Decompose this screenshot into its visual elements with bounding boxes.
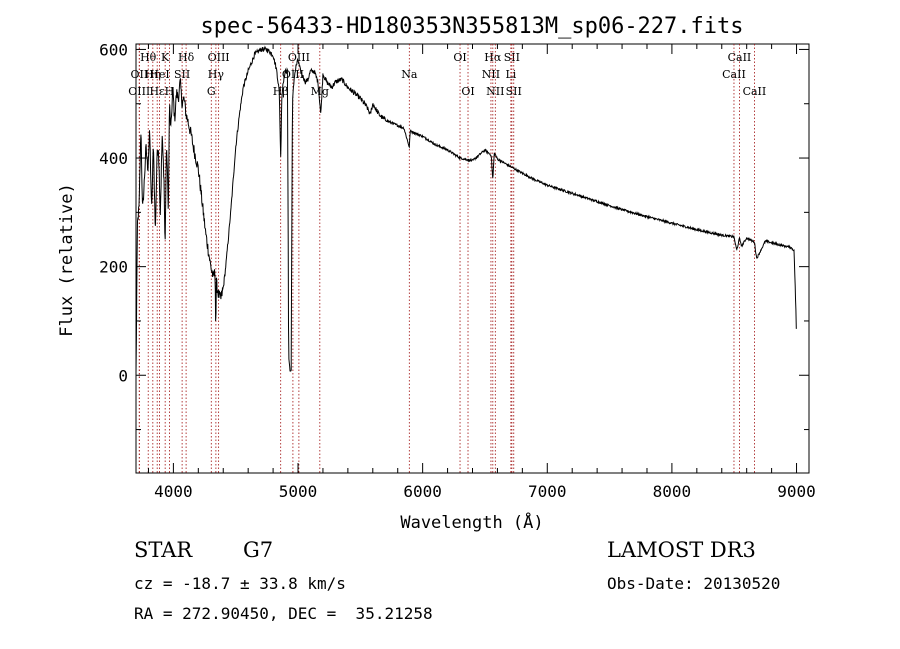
x-tick-label: 9000 [777,482,816,501]
y-tick-label: 0 [118,366,128,385]
redshift-text: cz = -18.7 ± 33.8 km/s [134,574,346,593]
plot-frame [135,43,810,474]
line-marker-label: Hε [150,85,166,98]
y-tick-label: 400 [99,149,128,168]
x-tick-label: 6000 [403,482,442,501]
y-axis-label: Flux (relative) [57,183,77,337]
survey-name: LAMOST DR3 [607,538,756,562]
spectrum-series [135,45,797,374]
x-axis-label: Wavelength (Å) [400,511,543,533]
line-marker-label: G [207,85,216,98]
subclass: G7 [243,538,274,562]
line-marker-label: CaII [728,51,752,64]
y-tick-label: 200 [99,258,128,277]
coordinates-text: RA = 272.90450, DEC = 35.21258 [134,604,433,623]
x-tick-label: 5000 [279,482,318,501]
obs-date: Obs-Date: 20130520 [607,574,781,593]
line-marker-label: Hα [484,51,502,64]
line-marker-label: SII [504,51,520,64]
line-marker-label: CaII [722,68,746,81]
line-marker-label: Hγ [208,68,225,81]
object-class: STAR [134,538,193,562]
line-marker-label: Hη [145,68,161,81]
line-marker-label: Hβ [273,85,289,98]
line-marker-label: OIII [288,51,310,64]
axis-ticks: 4000 5000 6000 7000 8000 9000 0 200 400 600 [99,40,816,501]
line-marker-label: SII [174,68,190,81]
line-marker-label: HeI [149,68,169,81]
line-marker-label: NII [486,85,504,98]
y-tick-label: 600 [99,40,128,59]
x-tick-label: 7000 [528,482,567,501]
chart-title: spec-56433-HD180353N355813M_sp06-227.fit… [200,14,743,39]
line-marker-label: OIII [208,51,230,64]
line-marker-label: Hθ [140,51,157,64]
line-marker-label: Mg [311,85,329,98]
line-marker-label: OI [453,51,466,64]
line-marker-label: Hδ [178,51,195,64]
line-marker-label: Li [505,68,516,81]
line-marker-label: H [165,85,175,98]
x-tick-label: 4000 [154,482,193,501]
x-tick-label: 8000 [653,482,692,501]
line-marker-label: OI [461,85,474,98]
line-marker-label: CaII [743,85,767,98]
line-marker-label: K [161,51,170,64]
line-marker-label: NII [482,68,500,81]
line-marker-label: SII [506,85,522,98]
line-marker-label: OII [131,68,149,81]
line-marker-label: Na [401,68,418,81]
spectrum-line [135,45,797,374]
line-marker-label: OIII [128,85,150,98]
